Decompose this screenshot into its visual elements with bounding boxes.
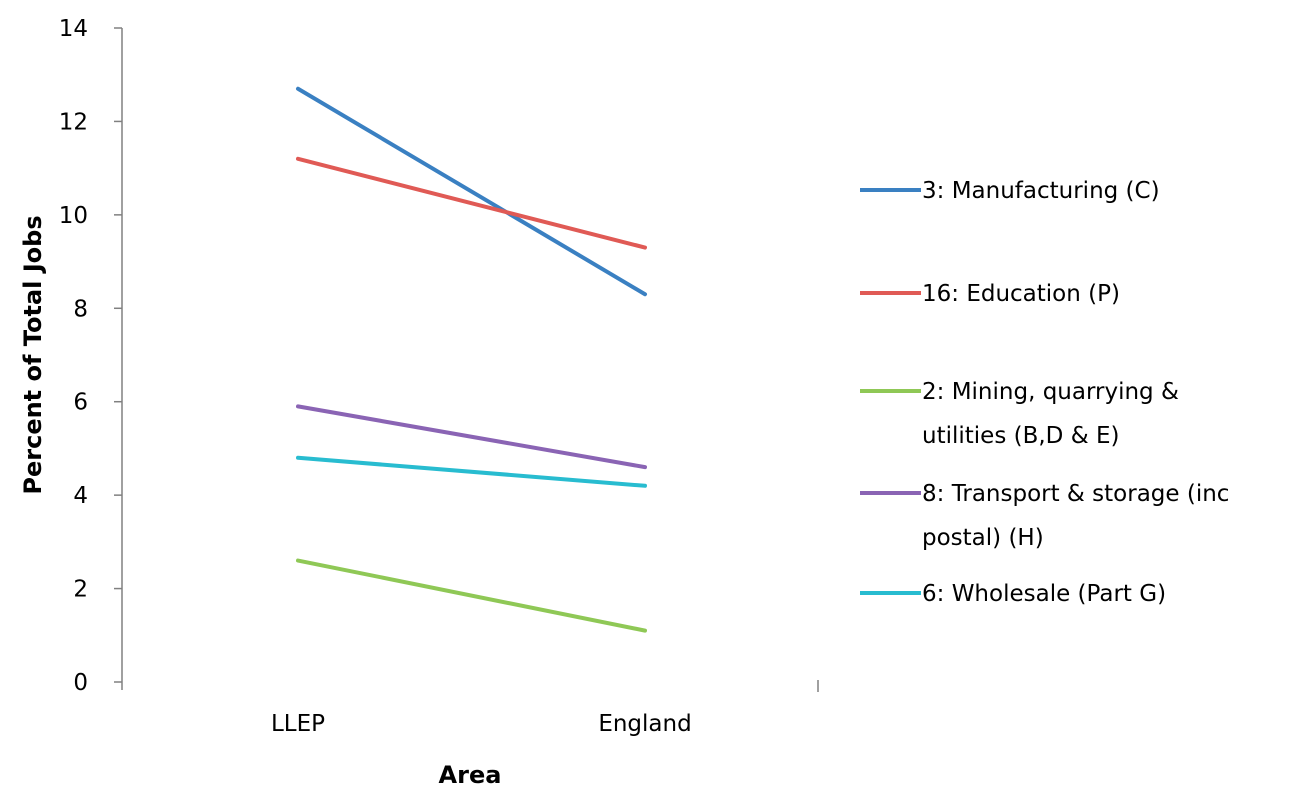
y-tick-label: 0 [73, 670, 88, 696]
x-axis-title: Area [439, 761, 502, 787]
legend: 3: Manufacturing (C) 16: Education (P) 2: … [860, 178, 1229, 607]
series-line [296, 455, 647, 488]
series-lines [296, 86, 647, 633]
series-line [296, 156, 647, 250]
y-tick-label: 10 [59, 203, 88, 229]
legend-label: 8: Transport & storage (inc [922, 481, 1229, 507]
series-line [296, 558, 647, 633]
legend-label: postal) (H) [922, 525, 1044, 551]
x-tick-label: LLEP [271, 711, 325, 737]
legend-label: utilities (B,D & E) [922, 423, 1119, 449]
y-tick-label: 6 [73, 390, 88, 416]
y-tick-label: 8 [73, 296, 88, 322]
legend-label: 2: Mining, quarrying & [922, 379, 1179, 405]
legend-label: 6: Wholesale (Part G) [922, 581, 1166, 607]
x-axis-ticks: LLEP England [271, 711, 692, 737]
y-tick-label: 14 [59, 16, 88, 42]
y-axis-title: Percent of Total Jobs [19, 215, 47, 494]
series-line [296, 86, 647, 297]
legend-label: 16: Education (P) [922, 281, 1120, 307]
series-line [296, 404, 647, 470]
y-tick-label: 2 [73, 577, 88, 603]
x-tick-label: England [598, 711, 691, 737]
y-axis-ticks: 0 2 4 6 8 10 12 14 [59, 16, 122, 696]
y-tick-label: 4 [73, 483, 88, 509]
legend-label: 3: Manufacturing (C) [922, 178, 1160, 204]
y-tick-label: 12 [59, 109, 88, 135]
